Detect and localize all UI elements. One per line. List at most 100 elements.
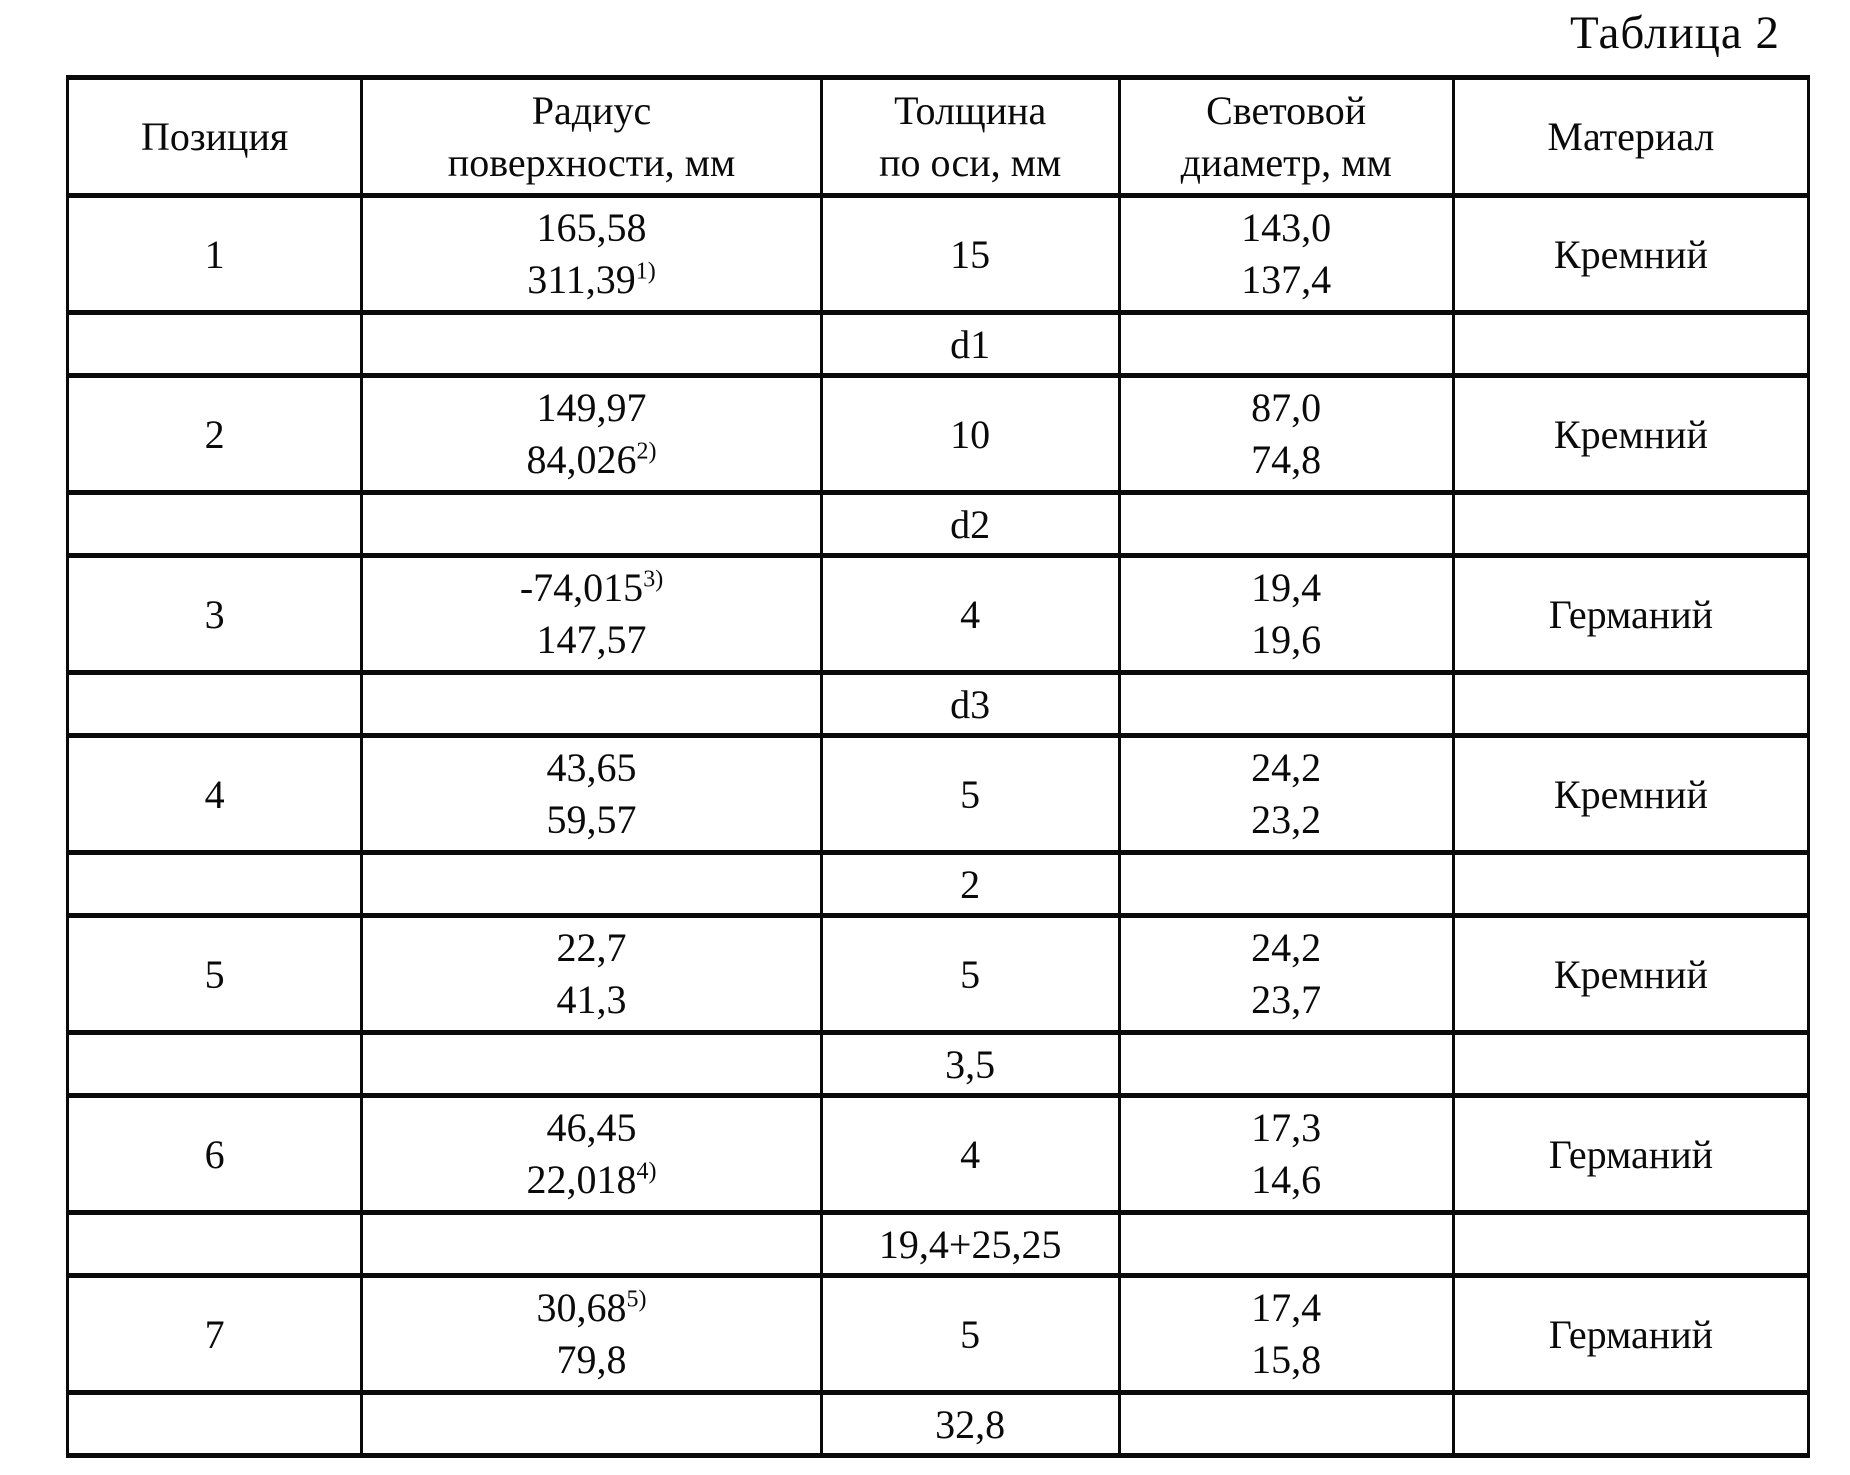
cell-radius: 22,7 41,3: [360, 913, 823, 1035]
cell-diameter: [1117, 310, 1455, 378]
header-material-label: Материал: [1547, 113, 1715, 159]
header-radius: Радиус поверхности, мм: [360, 75, 823, 198]
diameter-value: 87,0: [1251, 385, 1322, 430]
radius-value: 30,685): [536, 1285, 647, 1330]
radius-value: 165,58: [536, 205, 647, 250]
radius-value: 84,0262): [526, 437, 657, 482]
cell-diameter: [1117, 490, 1455, 558]
header-thickness-line1: Толщина: [894, 87, 1047, 133]
cell-position: 5: [65, 913, 364, 1035]
diameter-value: 24,2: [1251, 745, 1322, 790]
radius-value: -74,0153): [519, 565, 664, 610]
diameter-value: 23,7: [1251, 977, 1322, 1022]
table-body: 1 165,58 311,391) 15 143,0 137,4 Кремний d1 2 149…: [65, 193, 1811, 1458]
cell-material: Германий: [1451, 1093, 1811, 1215]
table-header: Позиция Радиус поверхности, мм Толщина п…: [65, 75, 1811, 198]
radius-value: 147,57: [536, 617, 647, 662]
element-row: 5 22,7 41,3 5 24,2 23,7 Кремний: [65, 913, 1811, 1035]
cell-material: [1451, 1030, 1811, 1098]
element-row: 1 165,58 311,391) 15 143,0 137,4 Кремний: [65, 193, 1811, 315]
cell-position: [65, 670, 364, 738]
cell-material: Германий: [1451, 553, 1811, 675]
cell-radius: 43,65 59,57: [360, 733, 823, 855]
diameter-value: 15,8: [1251, 1337, 1322, 1382]
header-diameter: Световой диаметр, мм: [1117, 75, 1455, 198]
diameter-value: 19,6: [1251, 617, 1322, 662]
cell-thickness: 10: [819, 373, 1121, 495]
cell-diameter: [1117, 1210, 1455, 1278]
cell-position: 7: [65, 1273, 364, 1395]
cell-thickness: 5: [819, 1273, 1121, 1395]
cell-material: Германий: [1451, 1273, 1811, 1395]
cell-position: 3: [65, 553, 364, 675]
spacer-row: 19,4+25,25: [65, 1210, 1811, 1278]
element-row: 6 46,45 22,0184) 4 17,3 14,6 Германий: [65, 1093, 1811, 1215]
cell-position: 2: [65, 373, 364, 495]
cell-diameter: [1117, 670, 1455, 738]
cell-thickness: 32,8: [819, 1390, 1121, 1458]
footnote-mark: 5): [626, 1286, 647, 1313]
diameter-value: 74,8: [1251, 437, 1322, 482]
footnote-mark: 3): [643, 566, 664, 593]
cell-diameter: 17,3 14,6: [1117, 1093, 1455, 1215]
diameter-value: 137,4: [1241, 257, 1332, 302]
cell-diameter: 87,0 74,8: [1117, 373, 1455, 495]
cell-position: [65, 490, 364, 558]
cell-radius: [360, 490, 823, 558]
cell-radius: 149,97 84,0262): [360, 373, 823, 495]
cell-diameter: 24,2 23,7: [1117, 913, 1455, 1035]
radius-value: 43,65: [546, 745, 637, 790]
footnote-mark: 4): [636, 1158, 657, 1185]
radius-value: 46,45: [546, 1105, 637, 1150]
diameter-value: 17,3: [1251, 1105, 1322, 1150]
cell-thickness: 15: [819, 193, 1121, 315]
cell-material: Кремний: [1451, 373, 1811, 495]
cell-position: [65, 1030, 364, 1098]
header-thickness-line2: по оси, мм: [879, 139, 1062, 185]
cell-radius: 165,58 311,391): [360, 193, 823, 315]
cell-thickness: 5: [819, 733, 1121, 855]
optical-elements-table: Позиция Радиус поверхности, мм Толщина п…: [65, 75, 1811, 1458]
cell-thickness: 2: [819, 850, 1121, 918]
cell-radius: [360, 850, 823, 918]
cell-thickness: d1: [819, 310, 1121, 378]
diameter-value: 23,2: [1251, 797, 1322, 842]
header-radius-line1: Радиус: [531, 87, 652, 133]
cell-diameter: 19,4 19,6: [1117, 553, 1455, 675]
cell-position: [65, 310, 364, 378]
header-diameter-line2: диаметр, мм: [1180, 139, 1392, 185]
cell-thickness: d3: [819, 670, 1121, 738]
radius-value: 59,57: [546, 797, 637, 842]
cell-material: [1451, 310, 1811, 378]
cell-thickness: 5: [819, 913, 1121, 1035]
footnote-mark: 2): [636, 438, 657, 465]
header-diameter-line1: Световой: [1206, 87, 1367, 133]
radius-value: 149,97: [536, 385, 647, 430]
cell-radius: [360, 1390, 823, 1458]
cell-position: [65, 1210, 364, 1278]
spacer-row: 32,8: [65, 1390, 1811, 1458]
element-row: 7 30,685) 79,8 5 17,4 15,8 Германий: [65, 1273, 1811, 1395]
header-position: Позиция: [65, 75, 364, 198]
spacer-row: d1: [65, 310, 1811, 378]
cell-position: 6: [65, 1093, 364, 1215]
spacer-row: d2: [65, 490, 1811, 558]
cell-radius: 46,45 22,0184): [360, 1093, 823, 1215]
cell-diameter: 24,2 23,2: [1117, 733, 1455, 855]
cell-thickness: 19,4+25,25: [819, 1210, 1121, 1278]
header-thickness: Толщина по оси, мм: [819, 75, 1121, 198]
radius-value: 22,7: [556, 925, 627, 970]
diameter-value: 14,6: [1251, 1157, 1322, 1202]
header-position-label: Позиция: [140, 113, 289, 159]
cell-position: 4: [65, 733, 364, 855]
header-material: Материал: [1451, 75, 1811, 198]
cell-thickness: 4: [819, 1093, 1121, 1215]
cell-radius: [360, 1210, 823, 1278]
cell-radius: 30,685) 79,8: [360, 1273, 823, 1395]
header-row: Позиция Радиус поверхности, мм Толщина п…: [65, 75, 1811, 198]
diameter-value: 17,4: [1251, 1285, 1322, 1330]
cell-radius: [360, 310, 823, 378]
cell-thickness: 3,5: [819, 1030, 1121, 1098]
cell-material: Кремний: [1451, 913, 1811, 1035]
